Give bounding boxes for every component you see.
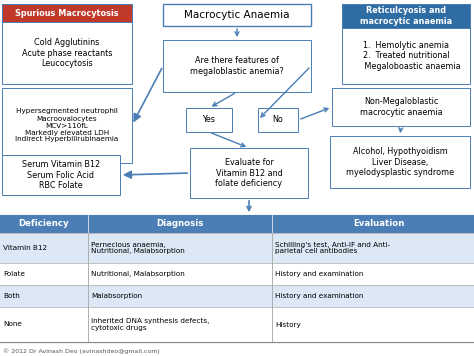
- FancyBboxPatch shape: [0, 285, 474, 307]
- FancyBboxPatch shape: [0, 233, 474, 263]
- Text: Both: Both: [3, 293, 20, 299]
- FancyBboxPatch shape: [2, 155, 120, 195]
- Text: Diagnosis: Diagnosis: [156, 220, 204, 229]
- Text: Evaluate for
Vitamin B12 and
folate deficiency: Evaluate for Vitamin B12 and folate defi…: [216, 158, 283, 188]
- Text: Yes: Yes: [202, 115, 216, 125]
- Text: Nutritional, Malabsorption: Nutritional, Malabsorption: [91, 271, 185, 277]
- FancyBboxPatch shape: [163, 4, 311, 26]
- FancyBboxPatch shape: [332, 88, 470, 126]
- Text: 1.  Hemolytic anemia
2.  Treated nutritional
     Megaloboastic anaemia: 1. Hemolytic anemia 2. Treated nutrition…: [352, 41, 460, 71]
- Text: Evaluation: Evaluation: [353, 220, 405, 229]
- FancyBboxPatch shape: [342, 4, 470, 84]
- Text: Reticulcyosis and
macrocytic anaemia: Reticulcyosis and macrocytic anaemia: [360, 6, 452, 26]
- Text: History and examination: History and examination: [275, 293, 364, 299]
- Text: No: No: [273, 115, 283, 125]
- Text: © 2012 Dr Avinash Deo (avinashdeo@gmail.com): © 2012 Dr Avinash Deo (avinashdeo@gmail.…: [3, 348, 160, 354]
- Text: Non-Megaloblastic
macrocytic anaemia: Non-Megaloblastic macrocytic anaemia: [360, 97, 442, 117]
- FancyBboxPatch shape: [0, 263, 474, 285]
- FancyBboxPatch shape: [342, 4, 470, 28]
- FancyBboxPatch shape: [330, 136, 470, 188]
- Text: Folate: Folate: [3, 271, 25, 277]
- Text: Pernecious anaemia,
Nutritional, Malabsorption: Pernecious anaemia, Nutritional, Malabso…: [91, 241, 185, 255]
- FancyBboxPatch shape: [0, 307, 474, 342]
- Text: None: None: [3, 321, 22, 328]
- Text: Macrocytic Anaemia: Macrocytic Anaemia: [184, 10, 290, 20]
- FancyBboxPatch shape: [2, 4, 132, 84]
- FancyBboxPatch shape: [2, 88, 132, 163]
- Text: Serum Vitamin B12
Serum Folic Acid
RBC Folate: Serum Vitamin B12 Serum Folic Acid RBC F…: [22, 160, 100, 190]
- Text: Schilling's test, Anti-IF and Anti-
parietal cell antibodies: Schilling's test, Anti-IF and Anti- pari…: [275, 241, 390, 255]
- Text: History: History: [275, 321, 301, 328]
- FancyBboxPatch shape: [186, 108, 232, 132]
- Text: Are there features of
megaloblastic anemia?: Are there features of megaloblastic anem…: [190, 56, 284, 76]
- FancyBboxPatch shape: [0, 215, 474, 342]
- Text: Deficiency: Deficiency: [18, 220, 69, 229]
- FancyBboxPatch shape: [0, 215, 474, 233]
- Text: Alcohol, Hypothyoidism
Liver Disease,
myelodysplastic syndrome: Alcohol, Hypothyoidism Liver Disease, my…: [346, 147, 454, 177]
- Text: Spurious Macrocytosis: Spurious Macrocytosis: [15, 9, 119, 18]
- FancyBboxPatch shape: [2, 4, 132, 22]
- FancyBboxPatch shape: [190, 148, 308, 198]
- Text: Malabsorption: Malabsorption: [91, 293, 142, 299]
- Text: History and examination: History and examination: [275, 271, 364, 277]
- FancyBboxPatch shape: [163, 40, 311, 92]
- Text: Vitamin B12: Vitamin B12: [3, 245, 47, 251]
- Text: Inherited DNA synthesis defects,
cytotoxic drugs: Inherited DNA synthesis defects, cytotox…: [91, 318, 210, 331]
- FancyBboxPatch shape: [258, 108, 298, 132]
- Text: Hypersegmented neutrophil
Macroovalocytes
MCV>110fL
Markedly elevated LDH
Indire: Hypersegmented neutrophil Macroovalocyte…: [15, 109, 118, 142]
- Text: Cold Agglutinins
Acute phase reactants
Leucocytosis: Cold Agglutinins Acute phase reactants L…: [22, 38, 112, 68]
